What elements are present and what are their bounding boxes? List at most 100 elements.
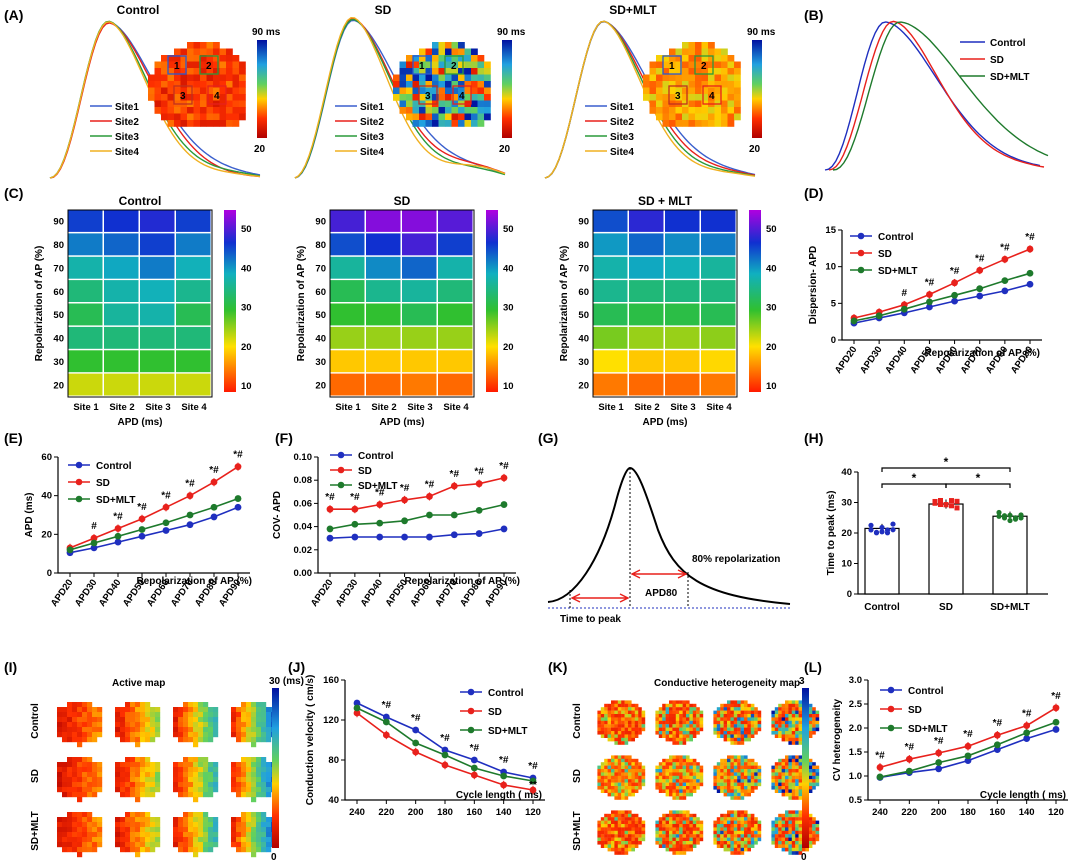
map-pixel [669,847,673,852]
map-pixel [665,710,670,715]
panel-a-map-pixel [445,42,452,49]
panel-a-map-pixel [213,42,220,49]
map-pixel [614,792,618,797]
data-point [401,517,408,525]
map-pixel [692,731,697,735]
panel-a-map-pixel [213,87,220,95]
map-pixel [692,817,697,821]
map-pixel [604,724,608,728]
map-pixel [241,722,247,728]
map-pixel [600,727,605,732]
map-pixel [757,779,762,783]
map-pixel [246,837,252,843]
map-pixel [236,732,242,738]
map-pixel [774,717,779,721]
panel-c-cell [68,303,103,326]
panel-a-map-pixel [200,74,207,82]
map-pixel [97,832,103,838]
map-pixel [634,724,639,728]
map-pixel [135,772,141,778]
panel-a-map-pixel [662,113,670,121]
map-pixel [669,758,673,763]
map-pixel [808,775,813,780]
map-pixel [145,837,151,843]
legend-marker [887,686,895,694]
data-point [426,511,433,519]
map-pixel [251,767,257,773]
data-point [905,767,913,775]
map-pixel [231,787,237,793]
map-pixel [614,727,618,732]
map-pixel [150,817,156,823]
map-pixel [679,775,683,780]
map-pixel [682,720,687,725]
panel-a-map-pixel [425,81,433,88]
map-pixel [246,767,252,773]
map-pixel [120,782,126,788]
map-pixel [672,710,676,715]
panel-c-xtick: Site 4 [706,402,732,413]
map-pixel [57,787,63,793]
panel-a-map-pixel [226,87,233,95]
panel-c-cell [140,373,175,396]
data-point [1026,280,1034,288]
map-pixel [747,765,751,770]
panel-a-map-pixel [154,61,162,69]
map-pixel [82,772,88,778]
data-point [138,515,146,523]
map-pixel [791,724,796,728]
map-pixel [256,712,262,718]
map-pixel [261,812,267,818]
map-pixel [808,772,813,776]
map-pixel [679,844,683,848]
map-pixel [213,717,219,723]
map-pixel [798,703,803,708]
map-pixel [665,724,670,728]
map-pixel [686,775,690,780]
map-pixel [679,765,683,770]
map-pixel [246,762,252,768]
map-pixel [236,847,242,853]
map-pixel [67,772,73,778]
map-pixel [62,822,68,828]
panel-c-cell [665,256,700,279]
panel-a-map-pixel [714,107,722,114]
map-pixel [125,757,131,763]
map-pixel [614,755,618,759]
panel-a-map-pixel [239,81,246,88]
map-pixel [97,817,103,823]
panel-c-cell [438,256,473,279]
map-pixel [727,714,731,718]
map-pixel [665,727,670,732]
map-pixel [145,832,151,838]
map-pixel [145,732,151,738]
map-pixel [155,772,161,778]
data-point [382,731,390,739]
map-pixel [641,765,646,770]
map-pixel [634,844,639,848]
map-pixel [665,830,670,835]
map-pixel [621,707,625,711]
map-pixel [634,824,639,828]
map-pixel [624,703,629,708]
panel-c-cell [593,303,628,326]
data-point [162,519,170,527]
map-pixel [614,779,618,783]
map-pixel [788,741,792,745]
data-point [353,704,361,712]
map-pixel [120,737,126,743]
panel-a-map-pixel [148,94,155,101]
map-pixel [266,832,272,838]
panel-c-xlabel: APD (ms) [642,417,687,428]
map-pixel [754,765,758,770]
panel-a-map-pixel [174,94,181,101]
legend-marker [467,726,475,734]
data-point [186,521,194,529]
map-pixel [208,737,214,743]
panel-a-site-label: 2 [701,61,707,72]
map-pixel [669,789,673,793]
map-pixel [720,724,724,728]
map-pixel [266,842,272,848]
panel-a-map-pixel [180,74,188,82]
panel-a-map-pixel [438,68,446,75]
